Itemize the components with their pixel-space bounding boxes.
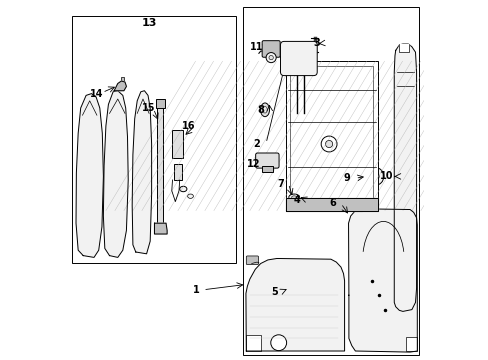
Bar (157, 104, 163, 223)
Polygon shape (245, 258, 344, 351)
Ellipse shape (291, 196, 296, 199)
Circle shape (321, 202, 325, 207)
Bar (246, 335, 260, 351)
Text: 7: 7 (277, 179, 284, 189)
Bar (121, 77, 123, 83)
Bar (171, 130, 183, 158)
Text: 4: 4 (293, 195, 300, 205)
Text: 12: 12 (246, 159, 260, 169)
Bar (174, 164, 182, 180)
Circle shape (370, 172, 378, 181)
Bar (72, 16, 235, 263)
Circle shape (317, 199, 329, 210)
Circle shape (268, 55, 273, 60)
Polygon shape (132, 91, 151, 254)
Text: 13: 13 (141, 18, 157, 28)
Polygon shape (393, 44, 416, 311)
Polygon shape (154, 223, 167, 234)
Bar (155, 99, 164, 108)
Circle shape (265, 53, 276, 63)
Circle shape (365, 167, 383, 185)
Polygon shape (348, 209, 416, 352)
Ellipse shape (263, 107, 266, 113)
Text: 6: 6 (328, 198, 335, 208)
Circle shape (270, 335, 286, 351)
FancyBboxPatch shape (246, 256, 258, 265)
Text: 16: 16 (182, 121, 195, 131)
Circle shape (321, 136, 336, 152)
Bar (406, 337, 416, 351)
Polygon shape (103, 91, 128, 257)
FancyBboxPatch shape (351, 203, 363, 212)
Text: 15: 15 (142, 103, 156, 113)
Text: 9: 9 (343, 173, 350, 183)
FancyBboxPatch shape (262, 41, 280, 57)
Ellipse shape (260, 103, 269, 117)
Text: 3: 3 (312, 38, 319, 48)
Polygon shape (76, 94, 103, 257)
Text: 11: 11 (250, 42, 264, 52)
FancyBboxPatch shape (255, 153, 279, 168)
Polygon shape (114, 81, 126, 91)
Polygon shape (285, 198, 377, 211)
Text: 2: 2 (253, 139, 260, 149)
Bar (261, 166, 272, 172)
Ellipse shape (288, 194, 299, 201)
Circle shape (325, 140, 332, 148)
Text: 1: 1 (192, 285, 199, 295)
Polygon shape (399, 44, 408, 52)
Text: 10: 10 (379, 171, 393, 181)
Bar (242, 7, 418, 355)
Ellipse shape (187, 194, 193, 198)
Ellipse shape (179, 186, 186, 192)
Text: 8: 8 (257, 105, 264, 115)
Bar (289, 66, 373, 206)
FancyBboxPatch shape (280, 41, 317, 76)
Bar (285, 61, 377, 211)
Text: 14: 14 (90, 89, 103, 99)
Text: 5: 5 (271, 287, 278, 297)
